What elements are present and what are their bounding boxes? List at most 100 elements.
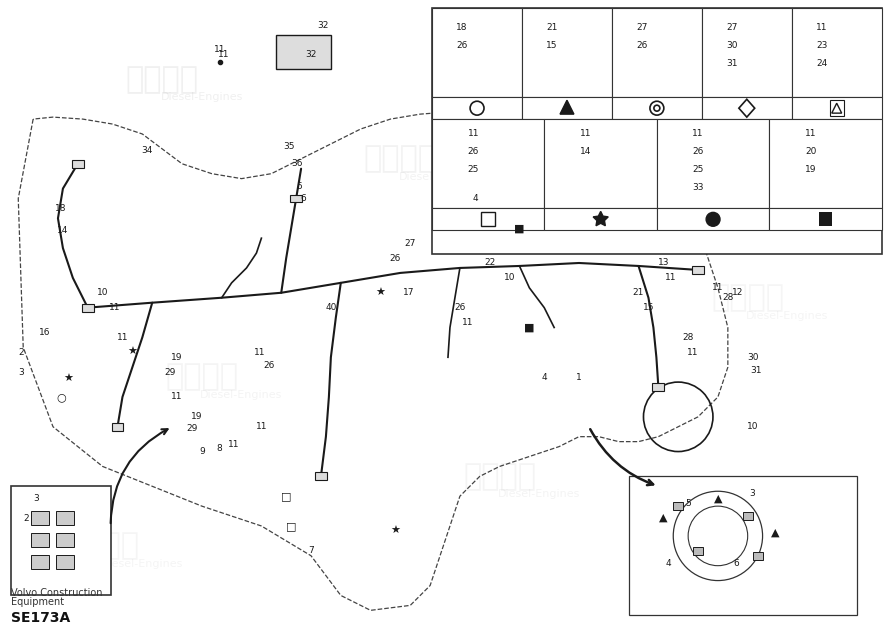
Text: Diesel-Engines: Diesel-Engines [101, 559, 183, 569]
Text: 6: 6 [732, 559, 739, 568]
Text: Equipment: Equipment [12, 597, 64, 607]
Text: 18: 18 [457, 23, 468, 32]
Text: 10: 10 [97, 288, 109, 297]
Text: 11: 11 [214, 45, 225, 53]
Text: 3: 3 [749, 489, 756, 498]
Text: 4: 4 [541, 372, 547, 382]
Bar [545, 208, 657, 230]
Text: 26: 26 [636, 41, 648, 50]
Bar [12, 486, 110, 595]
Text: 28: 28 [722, 293, 733, 302]
Text: 40: 40 [325, 303, 336, 312]
Text: 31: 31 [726, 58, 738, 68]
Text: 3: 3 [19, 367, 24, 377]
Text: 29: 29 [186, 425, 198, 433]
Text: ▲: ▲ [714, 493, 722, 503]
Polygon shape [593, 212, 608, 225]
Text: 23: 23 [816, 41, 828, 50]
Text: 紫发动力: 紫发动力 [66, 531, 139, 560]
Bar [433, 8, 522, 97]
Text: Diesel-Engines: Diesel-Engines [697, 509, 779, 519]
Bar [433, 119, 545, 208]
Text: 1: 1 [576, 372, 582, 382]
Text: 紫发动力: 紫发动力 [612, 65, 685, 94]
Text: 20: 20 [805, 147, 816, 156]
Text: ★: ★ [391, 526, 400, 536]
Text: 26: 26 [263, 360, 275, 370]
Text: 11: 11 [171, 392, 182, 401]
Text: 19: 19 [171, 353, 182, 362]
Text: 15: 15 [546, 41, 558, 50]
Text: 11: 11 [467, 129, 479, 138]
Bar [673, 502, 684, 510]
Text: 5: 5 [296, 182, 302, 191]
Text: Diesel-Engines: Diesel-Engines [399, 171, 481, 181]
Bar [612, 8, 702, 97]
Bar [315, 472, 327, 480]
Bar [111, 423, 124, 431]
Text: 25: 25 [692, 165, 704, 174]
Bar [433, 208, 545, 230]
Text: 26: 26 [692, 147, 704, 156]
Text: 2: 2 [23, 514, 29, 523]
Text: 28: 28 [683, 333, 694, 342]
Text: 21: 21 [546, 23, 558, 32]
Text: 26: 26 [468, 147, 479, 156]
Bar [481, 212, 495, 226]
Text: 11: 11 [687, 348, 699, 357]
Text: 11: 11 [692, 129, 704, 138]
Text: 27: 27 [636, 23, 648, 32]
Text: 14: 14 [580, 147, 592, 156]
Text: 19: 19 [191, 413, 203, 421]
Text: 紫发动力: 紫发动力 [364, 144, 437, 173]
Text: 22: 22 [484, 259, 495, 268]
Text: 紫发动力: 紫发动力 [125, 65, 198, 94]
Bar [612, 97, 702, 119]
Bar [657, 119, 769, 208]
Text: 11: 11 [109, 303, 120, 312]
Text: 17: 17 [402, 288, 414, 297]
Bar [692, 266, 704, 274]
Bar [522, 97, 612, 119]
Text: Diesel-Engines: Diesel-Engines [161, 92, 243, 102]
Text: 11: 11 [712, 283, 724, 292]
Text: 21: 21 [633, 288, 644, 297]
Text: 4: 4 [473, 194, 479, 203]
Text: 12: 12 [732, 288, 743, 297]
Text: 32: 32 [317, 21, 328, 30]
Circle shape [706, 212, 720, 226]
Text: 11: 11 [255, 422, 267, 431]
Text: 10: 10 [747, 422, 758, 431]
Bar [276, 35, 331, 70]
Text: Diesel-Engines: Diesel-Engines [647, 92, 729, 102]
Text: 31: 31 [750, 365, 761, 375]
Text: 紫发动力: 紫发动力 [711, 283, 784, 312]
Text: 7: 7 [308, 546, 314, 555]
Bar [792, 8, 882, 97]
Text: ★: ★ [63, 374, 73, 384]
Text: 11: 11 [228, 440, 239, 449]
Bar [753, 552, 763, 560]
Text: 27: 27 [726, 23, 738, 32]
Text: 25: 25 [468, 165, 479, 174]
Bar [743, 512, 753, 520]
Text: □: □ [286, 521, 296, 531]
Text: 24: 24 [816, 58, 828, 68]
Bar [31, 533, 49, 547]
Text: 27: 27 [405, 239, 416, 247]
Text: 紫发动力: 紫发动力 [661, 482, 734, 511]
Text: 11: 11 [462, 318, 473, 327]
Text: 26: 26 [457, 41, 468, 50]
Text: 26: 26 [390, 254, 401, 263]
Bar [82, 304, 93, 311]
Text: 10: 10 [504, 273, 515, 283]
Text: Diesel-Engines: Diesel-Engines [200, 390, 283, 400]
Text: SE173A: SE173A [12, 611, 70, 625]
Text: 11: 11 [816, 23, 828, 32]
Text: 30: 30 [747, 353, 758, 362]
Text: Diesel-Engines: Diesel-Engines [746, 311, 829, 320]
Text: 11: 11 [580, 129, 592, 138]
Text: 2: 2 [19, 348, 24, 357]
Text: 6: 6 [300, 194, 306, 203]
Bar [819, 212, 832, 226]
